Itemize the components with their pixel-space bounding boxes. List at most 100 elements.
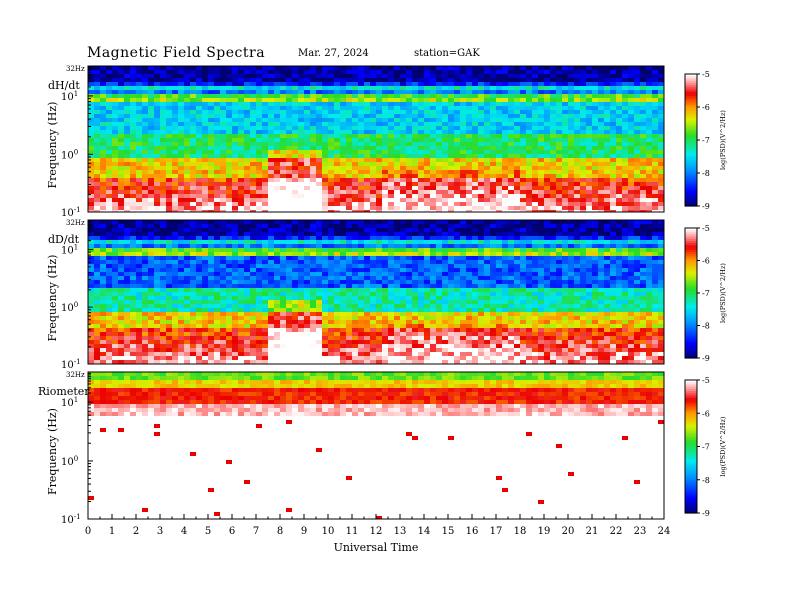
spectrogram-cell (460, 142, 466, 146)
spectrogram-cell (544, 190, 550, 194)
spectrogram-cell (190, 320, 196, 324)
spectrogram-cell (646, 150, 652, 154)
spectrogram-cell (178, 248, 184, 252)
spectrogram-cell (616, 162, 622, 166)
spectrogram-cell (616, 134, 622, 138)
spectrogram-cell (148, 340, 154, 344)
spectrogram-cell (190, 162, 196, 166)
spectrogram-cell (154, 66, 160, 70)
spectrogram-cell (340, 170, 346, 174)
spectrogram-cell (268, 66, 274, 70)
spectrogram-cell (550, 138, 556, 142)
spectrogram-cell (442, 98, 448, 102)
spectrogram-cell (574, 174, 580, 178)
spectrogram-cell (178, 162, 184, 166)
spectrogram-cell (220, 138, 226, 142)
spectrogram-cell (550, 210, 556, 212)
spectrogram-cell (442, 182, 448, 186)
spectrogram-cell (280, 328, 286, 332)
spectrogram-cell (592, 118, 598, 122)
spectrogram-cell (562, 170, 568, 174)
spectrogram-cell (388, 146, 394, 150)
spectrogram-cell (166, 70, 172, 74)
spectrogram-cell (118, 106, 124, 110)
spectrogram-cell (568, 110, 574, 114)
spectrogram-cell (352, 122, 358, 126)
spectrogram-cell (388, 174, 394, 178)
spectrogram-cell (100, 228, 106, 232)
spectrogram-cell (226, 130, 232, 134)
spectrogram-cell (250, 166, 256, 170)
spectrogram-cell (256, 248, 262, 252)
spectrogram-cell (160, 236, 166, 240)
spectrogram-cell (298, 300, 304, 304)
spectrogram-cell (520, 158, 526, 162)
spectrogram-cell (340, 138, 346, 142)
spectrogram-cell (502, 154, 508, 158)
spectrogram-cell (136, 70, 142, 74)
spectrogram-cell (568, 90, 574, 94)
spectrogram-cell (526, 98, 532, 102)
spectrogram-cell (418, 82, 424, 86)
spectrogram-cell (430, 162, 436, 166)
spectrogram-cell (148, 122, 154, 126)
spectrogram-cell (424, 186, 430, 190)
spectrogram-cell (592, 130, 598, 134)
spectrogram-cell (526, 146, 532, 150)
spectrogram-cell (592, 122, 598, 126)
spectrogram-cell (478, 102, 484, 106)
spectrogram-cell (376, 138, 382, 142)
spectrogram-cell (322, 110, 328, 114)
spectrogram-cell (352, 206, 358, 210)
spectrogram-cell (460, 122, 466, 126)
spectrogram-cell (262, 134, 268, 138)
spectrogram-cell (358, 206, 364, 210)
spectrogram-cell (478, 82, 484, 86)
spectrogram-cell (400, 166, 406, 170)
spectrogram-cell (130, 150, 136, 154)
spectrogram-cell (196, 174, 202, 178)
spectrogram-cell (250, 90, 256, 94)
colorbar-cell (685, 188, 697, 192)
spectrogram-cell (472, 174, 478, 178)
spectrogram-cell (142, 316, 148, 320)
spectrogram-cell (214, 74, 220, 78)
spectrogram-cell (238, 158, 244, 162)
spectrogram-cell (286, 352, 292, 356)
spectrogram-cell (556, 146, 562, 150)
spectrogram-cell (622, 198, 628, 202)
spectrogram-cell (460, 150, 466, 154)
spectrogram-cell (274, 106, 280, 110)
spectrogram-cell (142, 356, 148, 360)
spectrogram-cell (328, 198, 334, 202)
spectrogram-cell (328, 102, 334, 106)
spectrogram-cell (526, 170, 532, 174)
spectrogram-cell (574, 190, 580, 194)
spectrogram-cell (454, 174, 460, 178)
spectrogram-cell (634, 210, 640, 212)
spectrogram-cell (250, 228, 256, 232)
spectrogram-cell (268, 268, 274, 272)
spectrogram-cell (334, 194, 340, 198)
spectrogram-cell (646, 70, 652, 74)
spectrogram-cell (202, 206, 208, 210)
spectrogram-cell (208, 174, 214, 178)
spectrogram-cell (160, 90, 166, 94)
spectrogram-cell (304, 224, 310, 228)
spectrogram-cell (556, 94, 562, 98)
spectrogram-cell (382, 78, 388, 82)
spectrogram-cell (100, 138, 106, 142)
spectrogram-cell (544, 138, 550, 142)
spectrogram-cell (250, 106, 256, 110)
spectrogram-cell (208, 312, 214, 316)
spectrogram-cell (172, 146, 178, 150)
spectrogram-cell (538, 94, 544, 98)
spectrogram-cell (256, 150, 262, 154)
spectrogram-cell (88, 320, 94, 324)
spectrogram-cell (172, 170, 178, 174)
spectrogram-cell (436, 138, 442, 142)
spectrogram-cell (436, 130, 442, 134)
spectrogram-cell (214, 178, 220, 182)
spectrogram-cell (166, 268, 172, 272)
spectrogram-cell (370, 110, 376, 114)
